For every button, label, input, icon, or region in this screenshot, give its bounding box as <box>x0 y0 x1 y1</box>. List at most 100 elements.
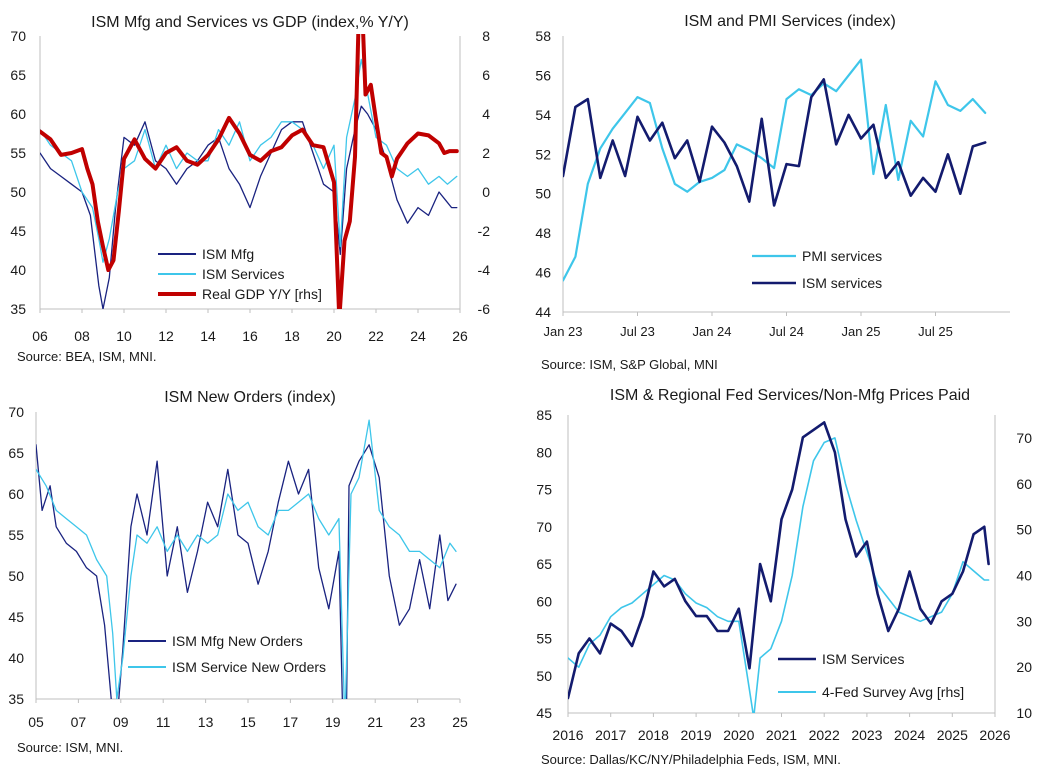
p3-series-ism-mfg-new-orders <box>36 444 457 699</box>
p1-y2-tick-label: -4 <box>478 262 491 278</box>
p2-legend-label: PMI services <box>802 248 882 264</box>
p1-x-tick-label: 24 <box>410 328 426 344</box>
p1-y2-tick-label: 2 <box>482 145 490 161</box>
p3-x-tick-label: 11 <box>156 714 171 730</box>
p3-x-tick-label: 17 <box>283 714 299 730</box>
p2-chart: ISM and PMI Services (index) 44 46 48 50 52 54… <box>535 13 1010 372</box>
p1-title: ISM Mfg and Services vs GDP (index,% Y/Y… <box>91 14 409 31</box>
p3-x-tick-label: 05 <box>28 714 44 730</box>
p4-x-tick-label: 2016 <box>552 727 583 743</box>
p3-x-tick-label: 15 <box>240 714 256 730</box>
p4-y-tick-label: 55 <box>536 631 552 647</box>
p1-y-tick-label: 45 <box>10 223 26 239</box>
p3-y-tick-label: 70 <box>8 404 24 420</box>
p1-x-tick-label: 10 <box>116 328 132 344</box>
p1-x-tick-label: 14 <box>200 328 216 344</box>
p1-x-tick-label: 12 <box>158 328 174 344</box>
p4-legend-label: 4-Fed Survey Avg [rhs] <box>822 684 964 700</box>
p1-y2-tick-label: 0 <box>482 184 490 200</box>
p3-series-ism-service-new-orders <box>36 419 457 699</box>
p3-x-tick-label: 25 <box>452 714 468 730</box>
p1-x-tick-label: 18 <box>284 328 300 344</box>
p1-y-tick-label: 40 <box>10 262 26 278</box>
p2-source: Source: ISM, S&P Global, MNI <box>541 357 718 372</box>
p3-x-tick-label: 09 <box>113 714 129 730</box>
p3-y-tick-label: 60 <box>8 486 24 502</box>
p1-y-tick-label: 65 <box>10 67 26 83</box>
p2-x-tick-label: Jan 23 <box>543 324 582 339</box>
p4-x-tick-label: 2019 <box>681 727 712 743</box>
p3-y-tick-label: 65 <box>8 445 24 461</box>
p4-y2-tick-label: 20 <box>1016 659 1032 675</box>
p4-source: Source: Dallas/KC/NY/Philadelphia Feds, … <box>541 752 841 767</box>
p2-x-tick-label: Jan 24 <box>692 324 731 339</box>
p4-y-tick-label: 70 <box>536 519 552 535</box>
p4-x-tick-label: 2020 <box>723 727 754 743</box>
p3-y-tick-label: 50 <box>8 568 24 584</box>
p3-title: ISM New Orders (index) <box>164 389 336 406</box>
p4-x-tick-label: 2022 <box>809 727 840 743</box>
p4-y2-tick-label: 50 <box>1016 522 1032 538</box>
p1-x-tick-label: 06 <box>32 328 48 344</box>
p4-y-tick-label: 45 <box>536 705 552 721</box>
p4-y-tick-label: 75 <box>536 482 552 498</box>
p4-legend-label: ISM Services <box>822 651 904 667</box>
p3-legend-label: ISM Mfg New Orders <box>172 633 303 649</box>
p2-x-tick-label: Jan 25 <box>841 324 880 339</box>
p4-y-tick-label: 85 <box>536 407 552 423</box>
p2-y-tick-label: 46 <box>535 265 551 281</box>
p1-y2-tick-label: 8 <box>482 28 490 44</box>
p4-y2-tick-label: 70 <box>1016 430 1032 446</box>
p4-legend: ISM Services 4-Fed Survey Avg [rhs] <box>778 651 964 700</box>
p3-y-tick-label: 45 <box>8 609 24 625</box>
p1-legend: ISM Mfg ISM Services Real GDP Y/Y [rhs] <box>158 246 322 302</box>
p1-y2-tick-label: 4 <box>482 106 490 122</box>
p1-x-tick-label: 08 <box>74 328 90 344</box>
p3-x-tick-label: 23 <box>410 714 426 730</box>
p2-y-tick-label: 50 <box>535 186 551 202</box>
p3-legend: ISM Mfg New Orders ISM Service New Orders <box>128 633 326 675</box>
p2-x-tick-label: Jul 24 <box>769 324 804 339</box>
p4-y2-tick-label: 40 <box>1016 567 1032 583</box>
p2-title: ISM and PMI Services (index) <box>684 13 896 30</box>
p1-chart: ISM Mfg and Services vs GDP (index,% Y/Y… <box>10 14 491 364</box>
p1-y-tick-label: 35 <box>10 301 26 317</box>
p4-y-tick-label: 65 <box>536 556 552 572</box>
p3-x-tick-label: 21 <box>367 714 383 730</box>
p2-y-tick-label: 54 <box>535 107 551 123</box>
p3-y-tick-label: 35 <box>8 691 24 707</box>
p2-y-tick-label: 56 <box>535 67 551 83</box>
p3-y-tick-label: 40 <box>8 650 24 666</box>
p1-y-tick-label: 55 <box>10 145 26 161</box>
p4-y-tick-label: 50 <box>536 668 552 684</box>
p4-y2-tick-label: 60 <box>1016 476 1032 492</box>
p1-series-ism-mfg <box>40 105 458 309</box>
p3-legend-label: ISM Service New Orders <box>172 659 326 675</box>
p4-y2-tick-label: 30 <box>1016 613 1032 629</box>
p4-x-tick-label: 2021 <box>766 727 797 743</box>
p1-source: Source: BEA, ISM, MNI. <box>17 349 156 364</box>
p2-x-tick-label: Jul 23 <box>620 324 655 339</box>
p1-series-ism-services <box>40 58 458 263</box>
p1-y-tick-label: 70 <box>10 28 26 44</box>
p4-x-tick-label: 2018 <box>638 727 669 743</box>
p2-series-ism-services <box>563 78 987 207</box>
p2-legend-label: ISM services <box>802 275 882 291</box>
p1-legend-label: Real GDP Y/Y [rhs] <box>202 286 322 302</box>
p1-legend-label: ISM Mfg <box>202 246 254 262</box>
p4-y-tick-label: 80 <box>536 444 552 460</box>
p1-series-real-gdp-y-y-rhs- <box>40 34 459 309</box>
p2-legend: PMI services ISM services <box>752 248 882 291</box>
p4-x-tick-label: 2025 <box>937 727 968 743</box>
p1-x-tick-label: 22 <box>368 328 384 344</box>
p3-x-tick-label: 13 <box>198 714 214 730</box>
p1-y2-tick-label: 6 <box>482 67 490 83</box>
p2-y-tick-label: 48 <box>535 225 551 241</box>
p1-x-tick-label: 26 <box>452 328 468 344</box>
p3-y-tick-label: 55 <box>8 527 24 543</box>
p4-x-tick-label: 2024 <box>894 727 925 743</box>
p1-x-tick-label: 16 <box>242 328 258 344</box>
p3-source: Source: ISM, MNI. <box>17 740 123 755</box>
p4-x-tick-label: 2026 <box>979 727 1010 743</box>
